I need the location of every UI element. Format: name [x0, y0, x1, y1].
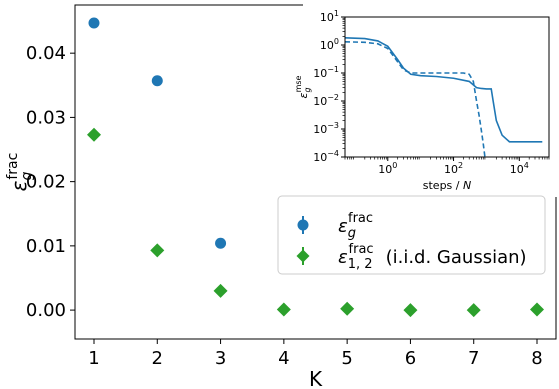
legend-label: ε1, 2frac (i.i.d. Gaussian) — [338, 242, 527, 272]
x-axis-label: K — [309, 367, 323, 389]
y-tick-label: 0.01 — [26, 236, 66, 257]
data-point-circle — [88, 17, 100, 29]
inset-y-axis-label: εgmse — [294, 75, 312, 98]
inset-x-tick-label: 104 — [510, 161, 529, 176]
inset-y-tick-label: 10−1 — [313, 65, 339, 80]
inset-y-tick-label: 10−2 — [313, 93, 339, 108]
y-tick-label: 0.03 — [26, 107, 66, 128]
data-point-diamond — [530, 302, 545, 317]
x-tick-label: 4 — [278, 348, 289, 369]
inset-y-tick-label: 100 — [320, 37, 339, 52]
x-tick-label: 8 — [531, 348, 542, 369]
x-tick-label: 2 — [152, 348, 163, 369]
data-point-diamond — [150, 243, 165, 258]
legend-marker-diamond — [296, 249, 310, 263]
inset-x-tick-label: 102 — [444, 161, 463, 176]
inset-y-tick-label: 10−3 — [313, 121, 339, 136]
data-point-diamond — [466, 303, 481, 318]
data-point-diamond — [276, 302, 291, 317]
y-tick-label: 0.04 — [26, 43, 66, 64]
data-point-diamond — [86, 127, 101, 142]
inset-frame — [344, 16, 550, 158]
series-1 — [86, 127, 545, 318]
data-point-diamond — [213, 283, 228, 298]
inset-x-tick-label: 100 — [378, 161, 397, 176]
data-point-circle — [151, 75, 163, 87]
data-point-circle — [215, 237, 227, 249]
x-tick-label: 3 — [215, 348, 226, 369]
data-point-diamond — [403, 303, 418, 318]
x-tick-label: 7 — [468, 348, 479, 369]
x-tick-label: 1 — [88, 348, 99, 369]
inset-y-tick-label: 10−4 — [313, 149, 339, 164]
inset-y-tick-label: 101 — [320, 9, 339, 24]
series-0 — [88, 17, 227, 249]
y-tick-label: 0.02 — [26, 172, 66, 193]
y-tick-label: 0.00 — [26, 300, 66, 321]
legend-entry: ε1, 2frac (i.i.d. Gaussian) — [296, 242, 527, 272]
legend-marker-circle — [297, 219, 309, 231]
y-axis-label: εgfrac — [5, 153, 35, 192]
data-point-diamond — [340, 301, 355, 316]
inset-x-axis-label: steps / N — [423, 179, 471, 192]
inset-curve-dashed — [345, 41, 486, 157]
legend-label: εgfrac — [338, 211, 373, 241]
inset-curve-solid — [345, 37, 543, 143]
legend-box — [277, 195, 546, 275]
legend-entry: εgfrac — [297, 211, 373, 241]
x-tick-label: 5 — [341, 348, 352, 369]
inset-plot: 100 102 104 10−4 10−3 10−2 10−1 100 101 steps / N… — [294, 3, 557, 197]
x-tick-label: 6 — [405, 348, 416, 369]
